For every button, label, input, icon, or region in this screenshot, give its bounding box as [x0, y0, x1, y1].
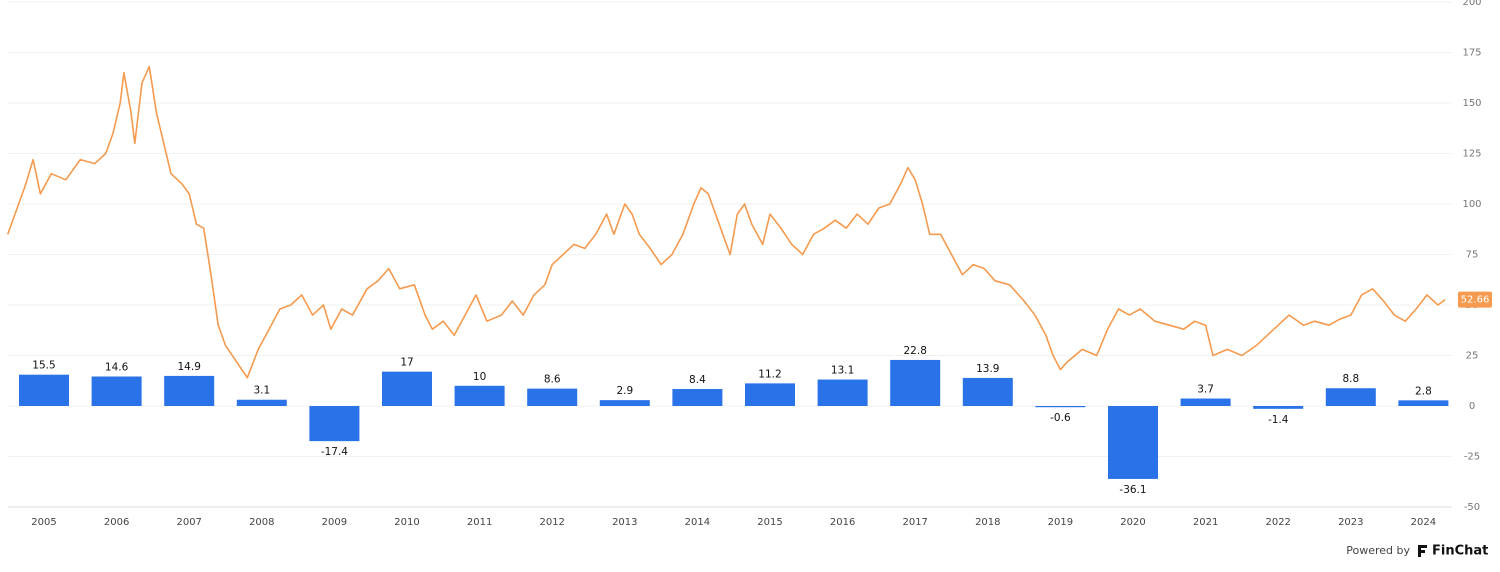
value-label: -17.4 [321, 446, 348, 458]
bar [19, 374, 69, 406]
x-tick-label: 2020 [1120, 517, 1145, 528]
y-tick-label: 100 [1462, 199, 1481, 210]
brand-icon [1418, 545, 1427, 557]
x-tick-label: 2013 [612, 517, 637, 528]
value-label: 8.4 [689, 374, 706, 386]
value-label: -0.6 [1050, 412, 1071, 424]
bar [309, 406, 360, 442]
x-tick-label: 2011 [467, 517, 492, 528]
bar [1325, 388, 1376, 406]
y-tick-label: 75 [1466, 250, 1479, 261]
price-line [6, 65, 1446, 379]
y-tick-label: 150 [1462, 98, 1481, 109]
y-tick-label: -50 [1464, 502, 1480, 513]
value-label: -1.4 [1268, 414, 1289, 426]
y-tick-label: 125 [1462, 149, 1481, 160]
x-tick-label: 2017 [902, 517, 927, 528]
x-tick-label: 2009 [322, 517, 347, 528]
bar [745, 383, 795, 406]
bar [672, 389, 723, 406]
value-label: 11.2 [758, 368, 781, 380]
x-tick-label: 2023 [1338, 517, 1363, 528]
x-tick-label: 2005 [31, 517, 56, 528]
x-tick-label: 2019 [1048, 517, 1073, 528]
bar [527, 388, 578, 406]
brand: FinChat [1432, 544, 1488, 559]
x-tick-label: 2015 [757, 517, 782, 528]
value-label: 8.8 [1342, 373, 1359, 385]
x-tick-label: 2014 [685, 517, 710, 528]
value-label: 17 [400, 357, 413, 369]
value-label: 8.6 [544, 374, 561, 386]
y-tick-label: -25 [1464, 452, 1480, 463]
value-label: -36.1 [1119, 484, 1146, 496]
x-tick-label: 2012 [539, 517, 564, 528]
y-tick-label: 200 [1462, 0, 1481, 8]
value-label: 3.1 [253, 385, 270, 397]
value-label: 22.8 [904, 345, 927, 357]
bar [1398, 400, 1449, 406]
x-tick-label: 2022 [1265, 517, 1290, 528]
bar [1253, 406, 1304, 409]
bar [236, 399, 287, 406]
value-label: 10 [473, 371, 486, 383]
x-tick-label: 2016 [830, 517, 855, 528]
bar [454, 385, 505, 406]
y-tick-label: 0 [1469, 401, 1475, 412]
y-tick-label: 25 [1466, 351, 1479, 362]
bar [91, 376, 142, 406]
bar [1035, 406, 1086, 408]
powered-by: Powered by [1346, 544, 1410, 557]
x-tick-label: 2008 [249, 517, 274, 528]
value-label: 13.9 [976, 363, 999, 375]
bar [817, 379, 868, 406]
value-label: 2.9 [616, 385, 633, 397]
bar [962, 377, 1013, 406]
bar [890, 359, 941, 406]
x-tick-label: 2006 [104, 517, 129, 528]
x-tick-label: 2007 [176, 517, 201, 528]
bar [382, 371, 432, 406]
bar [164, 375, 215, 406]
x-tick-label: 2010 [394, 517, 419, 528]
value-label: 13.1 [831, 365, 854, 377]
value-label: 14.6 [105, 362, 129, 374]
value-label: 2.8 [1415, 385, 1432, 397]
bar [1108, 406, 1158, 479]
value-label: 3.7 [1197, 384, 1214, 396]
value-label: 14.9 [178, 361, 201, 373]
y-tick-label: 175 [1462, 48, 1481, 59]
x-tick-label: 2024 [1411, 517, 1436, 528]
x-tick-label: 2021 [1193, 517, 1218, 528]
x-tick-label: 2018 [975, 517, 1000, 528]
bar [599, 400, 650, 406]
last-value-tag [1458, 291, 1492, 308]
bar [1180, 398, 1231, 406]
value-label: 15.5 [32, 360, 55, 372]
last-value-label: 52.66 [1461, 295, 1490, 306]
